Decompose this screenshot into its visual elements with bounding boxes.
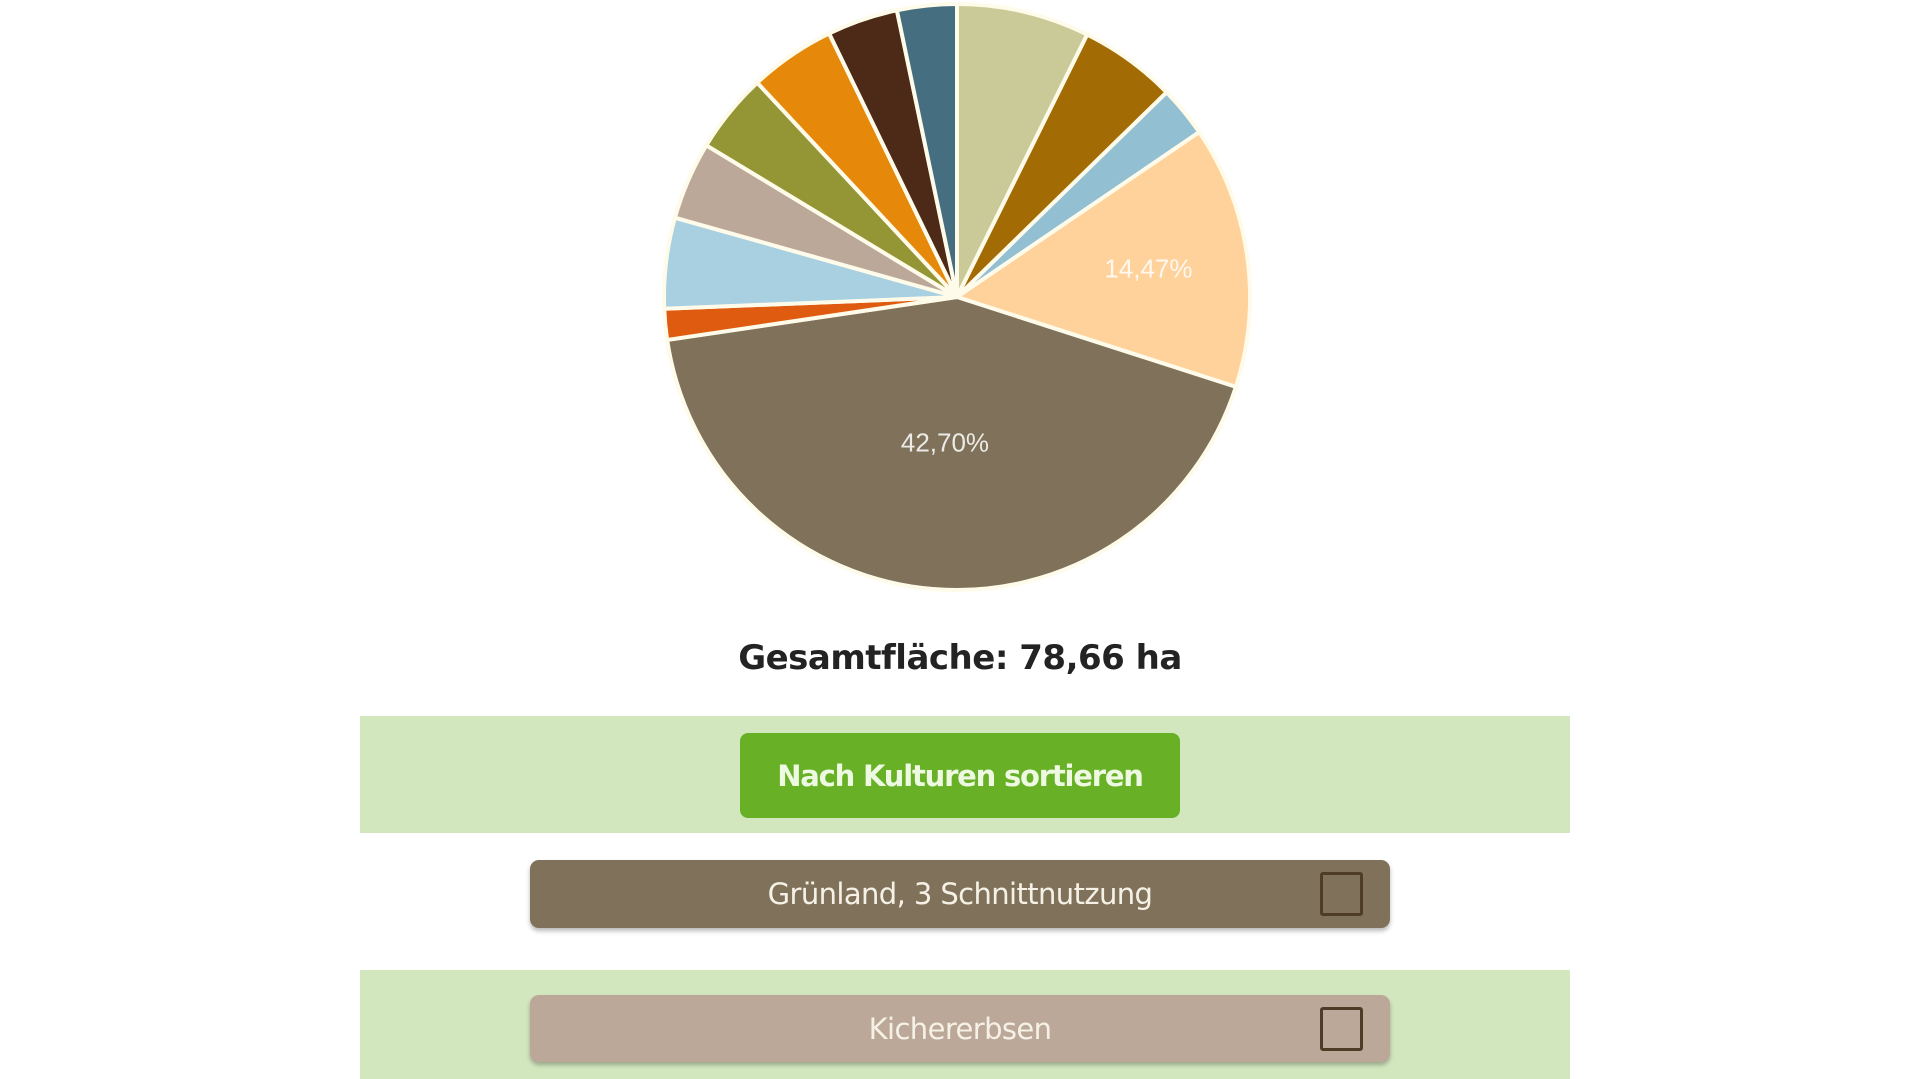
- crop-name: Kichererbsen: [868, 1011, 1052, 1046]
- crop-name: Grünland, 3 Schnittnutzung: [767, 877, 1153, 911]
- pie-slice[interactable]: [894, 2, 959, 299]
- pie-slice[interactable]: [955, 130, 1252, 389]
- crop-row-gruenland[interactable]: Grünland, 3 Schnittnutzung: [530, 860, 1390, 928]
- sort-by-crops-button[interactable]: Nach Kulturen sortieren: [740, 733, 1180, 818]
- pie-slice-percent-label: 42,70%: [900, 427, 990, 458]
- total-area-label: Gesamtfläche: 78,66 ha: [738, 638, 1182, 678]
- crop-checkbox[interactable]: [1320, 872, 1363, 916]
- crop-pie-chart: 14,47% 42,70%: [657, 0, 1257, 600]
- pie-svg: [662, 2, 1252, 592]
- pie-slice-percent-label: 14,47%: [1104, 253, 1193, 284]
- pie-slice[interactable]: [955, 2, 1090, 299]
- pie-slice[interactable]: [665, 295, 1238, 592]
- crop-checkbox[interactable]: [1320, 1006, 1363, 1051]
- crop-row-kichererbsen[interactable]: Kichererbsen: [530, 995, 1390, 1062]
